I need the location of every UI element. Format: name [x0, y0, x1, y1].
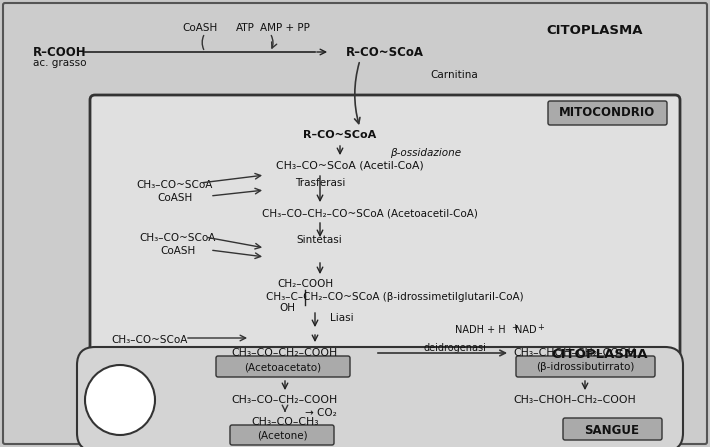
- Text: CH₃–CHOH–CH₂–COOH: CH₃–CHOH–CH₂–COOH: [513, 348, 636, 358]
- FancyBboxPatch shape: [563, 418, 662, 440]
- Text: ac. grasso: ac. grasso: [33, 58, 87, 68]
- Text: R–CO~SCoA: R–CO~SCoA: [303, 130, 376, 140]
- Text: deidrogenasi: deidrogenasi: [424, 343, 486, 353]
- Text: (Acetoacetato): (Acetoacetato): [244, 362, 322, 372]
- Text: MITOCONDRIO: MITOCONDRIO: [559, 106, 655, 119]
- Text: Liasi: Liasi: [330, 313, 354, 323]
- Text: (Acetone): (Acetone): [257, 431, 307, 441]
- Text: OH: OH: [279, 303, 295, 313]
- Text: CH₃–CO~SCoA: CH₃–CO~SCoA: [137, 180, 213, 190]
- Text: CH₃–CO~SCoA (Acetil-CoA): CH₃–CO~SCoA (Acetil-CoA): [276, 161, 424, 171]
- Text: +: +: [511, 322, 518, 332]
- Text: CH₃–CO~SCoA: CH₃–CO~SCoA: [111, 335, 188, 345]
- Text: CoASH: CoASH: [160, 246, 196, 256]
- Text: R–COOH: R–COOH: [33, 46, 87, 59]
- FancyBboxPatch shape: [548, 101, 667, 125]
- FancyBboxPatch shape: [516, 356, 655, 377]
- Text: ATP: ATP: [236, 23, 254, 33]
- Text: CH₃–CHOH–CH₂–COOH: CH₃–CHOH–CH₂–COOH: [513, 395, 636, 405]
- Text: → CO₂: → CO₂: [305, 408, 337, 418]
- Text: CoASH: CoASH: [158, 193, 192, 203]
- Text: CH₃–CO–CH₂–COOH: CH₃–CO–CH₂–COOH: [232, 348, 338, 358]
- Text: CH₃–CO–CH₃: CH₃–CO–CH₃: [251, 417, 319, 427]
- Text: CITOPLASMA: CITOPLASMA: [547, 24, 643, 37]
- Text: CH₃–C–CH₂–CO~SCoA (β-idrossimetilglutaril-CoA): CH₃–C–CH₂–CO~SCoA (β-idrossimetilglutari…: [266, 292, 524, 302]
- Text: CH₃–CO–CH₂–COOH: CH₃–CO–CH₂–COOH: [232, 395, 338, 405]
- Text: CH₂–COOH: CH₂–COOH: [277, 279, 333, 289]
- FancyBboxPatch shape: [90, 95, 680, 360]
- Text: AMP + PP: AMP + PP: [260, 23, 310, 33]
- FancyBboxPatch shape: [3, 3, 707, 444]
- FancyBboxPatch shape: [216, 356, 350, 377]
- Text: β-ossidazione: β-ossidazione: [390, 148, 461, 158]
- Text: Trasferasi: Trasferasi: [295, 178, 345, 188]
- Text: +: +: [537, 322, 544, 332]
- Text: CH₃–CO–CH₂–CO~SCoA (Acetoacetil-CoA): CH₃–CO–CH₂–CO~SCoA (Acetoacetil-CoA): [262, 208, 478, 218]
- Circle shape: [85, 365, 155, 435]
- Text: R–CO~SCoA: R–CO~SCoA: [346, 46, 424, 59]
- Text: NAD: NAD: [515, 325, 537, 335]
- Text: CoASH: CoASH: [182, 23, 218, 33]
- Text: (β-idrossibutirrato): (β-idrossibutirrato): [536, 362, 634, 372]
- Text: SANGUE: SANGUE: [584, 423, 640, 437]
- Text: Carnitina: Carnitina: [430, 70, 478, 80]
- Text: CITOPLASMA: CITOPLASMA: [552, 349, 648, 362]
- Text: CH₃–CO~SCoA: CH₃–CO~SCoA: [140, 233, 216, 243]
- Text: Sintetasi: Sintetasi: [296, 235, 342, 245]
- FancyBboxPatch shape: [230, 425, 334, 445]
- Text: NADH + H: NADH + H: [455, 325, 506, 335]
- FancyBboxPatch shape: [77, 347, 683, 447]
